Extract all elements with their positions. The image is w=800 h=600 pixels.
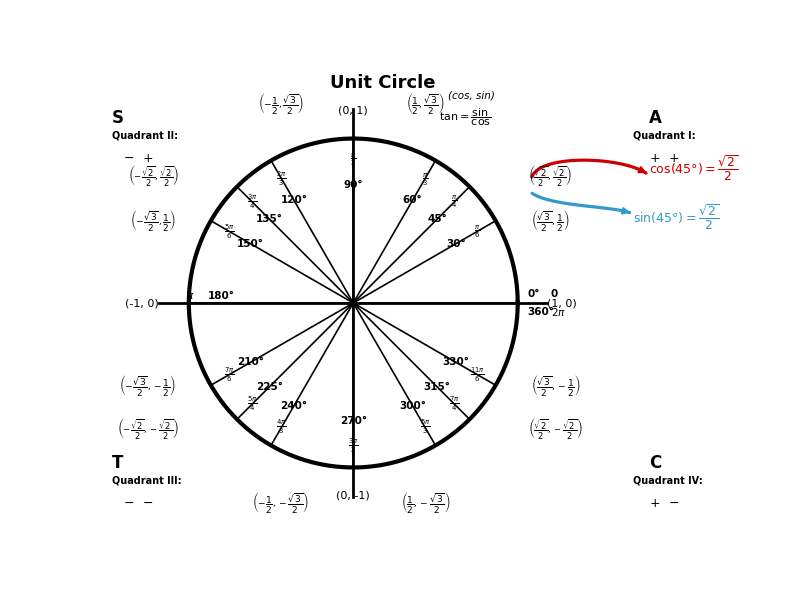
Text: $\frac{7\pi}{4}$: $\frac{7\pi}{4}$ <box>449 395 460 413</box>
Text: (-1, 0): (-1, 0) <box>126 298 159 308</box>
Text: $\left(-\dfrac{\sqrt{3}}{2},-\dfrac{1}{2}\right)$: $\left(-\dfrac{\sqrt{3}}{2},-\dfrac{1}{2… <box>118 373 176 398</box>
Text: $\cos(45°) = \dfrac{\sqrt{2}}{2}$: $\cos(45°) = \dfrac{\sqrt{2}}{2}$ <box>650 154 738 183</box>
Text: $\frac{5\pi}{4}$: $\frac{5\pi}{4}$ <box>247 395 258 413</box>
Text: 270°: 270° <box>340 416 366 427</box>
Text: 90°: 90° <box>343 179 363 190</box>
Text: $\left(-\dfrac{\sqrt{2}}{2},\dfrac{\sqrt{2}}{2}\right)$: $\left(-\dfrac{\sqrt{2}}{2},\dfrac{\sqrt… <box>128 164 179 189</box>
Text: $-$  $+$: $-$ $+$ <box>123 152 154 165</box>
Text: $\frac{11\pi}{6}$: $\frac{11\pi}{6}$ <box>470 365 485 383</box>
Text: $\left(\dfrac{\sqrt{3}}{2},-\dfrac{1}{2}\right)$: $\left(\dfrac{\sqrt{3}}{2},-\dfrac{1}{2}… <box>531 373 580 398</box>
Text: $\frac{4\pi}{3}$: $\frac{4\pi}{3}$ <box>277 418 287 436</box>
Text: 0: 0 <box>550 289 558 299</box>
Text: 45°: 45° <box>427 214 447 224</box>
Text: $\pi$: $\pi$ <box>186 292 194 301</box>
Text: $\left(\dfrac{1}{2},-\dfrac{\sqrt{3}}{2}\right)$: $\left(\dfrac{1}{2},-\dfrac{\sqrt{3}}{2}… <box>401 490 450 515</box>
Text: S: S <box>111 109 123 127</box>
Text: 180°: 180° <box>208 292 235 301</box>
Text: $\left(\dfrac{1}{2},\dfrac{\sqrt{3}}{2}\right)$: $\left(\dfrac{1}{2},\dfrac{\sqrt{3}}{2}\… <box>406 91 445 116</box>
Text: $2\pi$: $2\pi$ <box>550 306 566 318</box>
Text: $\left(-\dfrac{1}{2},\dfrac{\sqrt{3}}{2}\right)$: $\left(-\dfrac{1}{2},\dfrac{\sqrt{3}}{2}… <box>258 91 304 116</box>
Text: $\frac{\pi}{3}$: $\frac{\pi}{3}$ <box>422 170 428 188</box>
Text: $\frac{5\pi}{3}$: $\frac{5\pi}{3}$ <box>419 418 430 436</box>
Text: T: T <box>111 454 123 472</box>
Text: Unit Circle: Unit Circle <box>330 74 436 92</box>
Text: $+$  $-$: $+$ $-$ <box>650 497 679 510</box>
Text: $\left(-\dfrac{\sqrt{2}}{2},-\dfrac{\sqrt{2}}{2}\right)$: $\left(-\dfrac{\sqrt{2}}{2},-\dfrac{\sqr… <box>118 417 179 442</box>
Text: $\frac{2\pi}{3}$: $\frac{2\pi}{3}$ <box>277 170 287 188</box>
Text: 240°: 240° <box>281 401 307 410</box>
Text: 30°: 30° <box>446 239 466 249</box>
Text: $\frac{\pi}{6}$: $\frac{\pi}{6}$ <box>474 223 480 240</box>
Text: Quadrant III:: Quadrant III: <box>111 476 181 485</box>
Text: $\left(\dfrac{\sqrt{2}}{2},\dfrac{\sqrt{2}}{2}\right)$: $\left(\dfrac{\sqrt{2}}{2},\dfrac{\sqrt{… <box>527 164 572 189</box>
Text: $\left(-\dfrac{1}{2},-\dfrac{\sqrt{3}}{2}\right)$: $\left(-\dfrac{1}{2},-\dfrac{\sqrt{3}}{2… <box>253 490 310 515</box>
Text: 360°: 360° <box>527 307 554 317</box>
Text: 210°: 210° <box>238 357 264 367</box>
Text: $-$  $-$: $-$ $-$ <box>123 497 154 510</box>
Text: $\frac{3\pi}{4}$: $\frac{3\pi}{4}$ <box>247 193 258 211</box>
Text: $\left(\dfrac{\sqrt{3}}{2},\dfrac{1}{2}\right)$: $\left(\dfrac{\sqrt{3}}{2},\dfrac{1}{2}\… <box>531 208 570 233</box>
Text: 225°: 225° <box>256 382 283 392</box>
Text: 135°: 135° <box>256 214 283 224</box>
Text: A: A <box>650 109 662 127</box>
Text: $\frac{3\pi}{2}$: $\frac{3\pi}{2}$ <box>348 437 358 455</box>
Text: (1, 0): (1, 0) <box>547 298 577 308</box>
Text: Quadrant II:: Quadrant II: <box>111 130 178 140</box>
Text: $\mathrm{tan} = \dfrac{\mathrm{sin}}{\mathrm{cos}}$: $\mathrm{tan} = \dfrac{\mathrm{sin}}{\ma… <box>438 106 491 128</box>
Text: $\frac{\pi}{2}$: $\frac{\pi}{2}$ <box>350 152 357 169</box>
Text: 330°: 330° <box>442 357 470 367</box>
Text: (0, 1): (0, 1) <box>338 106 368 116</box>
Text: 0°: 0° <box>527 289 540 299</box>
Text: 150°: 150° <box>238 239 264 249</box>
Text: $\frac{\pi}{4}$: $\frac{\pi}{4}$ <box>451 193 458 210</box>
Text: (cos, sin): (cos, sin) <box>448 91 495 101</box>
Text: $\left(-\dfrac{\sqrt{3}}{2},\dfrac{1}{2}\right)$: $\left(-\dfrac{\sqrt{3}}{2},\dfrac{1}{2}… <box>130 208 176 233</box>
Text: $\sin(45°) = \dfrac{\sqrt{2}}{2}$: $\sin(45°) = \dfrac{\sqrt{2}}{2}$ <box>633 203 719 232</box>
Text: (0, -1): (0, -1) <box>336 490 370 500</box>
Text: $\frac{5\pi}{6}$: $\frac{5\pi}{6}$ <box>224 223 234 241</box>
Text: $+$  $+$: $+$ $+$ <box>650 152 680 165</box>
Text: Quadrant IV:: Quadrant IV: <box>633 476 702 485</box>
Text: $\left(\dfrac{\sqrt{2}}{2},-\dfrac{\sqrt{2}}{2}\right)$: $\left(\dfrac{\sqrt{2}}{2},-\dfrac{\sqrt… <box>527 417 582 442</box>
Text: 315°: 315° <box>423 382 450 392</box>
Text: 60°: 60° <box>402 196 422 205</box>
Text: $\frac{7\pi}{6}$: $\frac{7\pi}{6}$ <box>224 365 234 383</box>
Text: 300°: 300° <box>399 401 426 410</box>
Text: Quadrant I:: Quadrant I: <box>633 130 695 140</box>
Text: C: C <box>650 454 662 472</box>
Text: 120°: 120° <box>281 196 307 205</box>
